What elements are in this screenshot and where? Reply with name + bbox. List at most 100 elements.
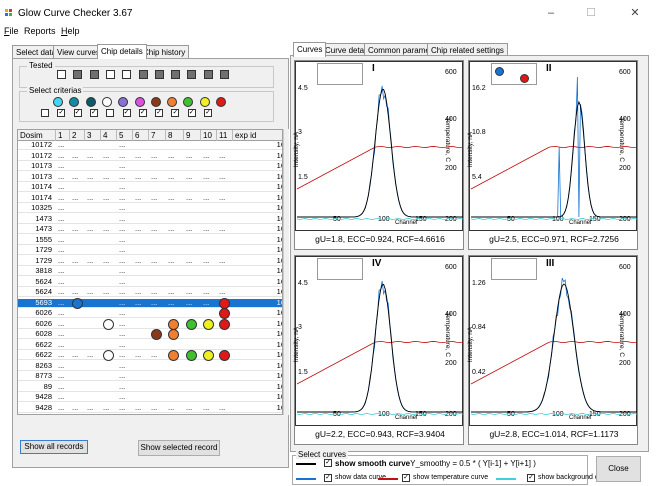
criteria-checkbox[interactable]: ✓ xyxy=(155,109,164,117)
close-window-button[interactable]: ✕ xyxy=(630,7,640,19)
criteria-checkbox[interactable]: ✓ xyxy=(138,109,147,117)
x-axis-label: Channel xyxy=(569,220,592,226)
table-row[interactable]: 8263...... 16 xyxy=(18,362,282,371)
table-cell xyxy=(186,141,201,150)
table-scrollbar[interactable] xyxy=(283,129,289,415)
table-row[interactable]: 1729................................. 16 xyxy=(18,257,282,266)
table-row[interactable]: 10174...... 16 xyxy=(18,183,282,193)
table-row[interactable]: 3818...... 16 xyxy=(18,267,282,277)
criteria-checkbox[interactable]: ✓ xyxy=(171,109,180,117)
table-row[interactable]: 10172...... 16 xyxy=(18,141,282,151)
table-cell: ... xyxy=(119,277,126,286)
tab-chip-related-settings[interactable]: Chip related settings xyxy=(427,43,508,57)
table-row[interactable]: 9428...... 16 xyxy=(18,393,282,403)
table-cell xyxy=(72,236,85,245)
background-curve-checkbox[interactable]: ✓ xyxy=(527,474,535,482)
column-header[interactable]: exp id xyxy=(233,130,282,141)
column-header[interactable]: 1 xyxy=(56,130,70,141)
tested-label: Tested xyxy=(27,61,55,70)
table-row[interactable]: 10325...... 16 xyxy=(18,204,282,214)
table-row[interactable]: 5693..................... 16 xyxy=(18,297,282,309)
tab-chip-details[interactable]: Chip details xyxy=(97,44,147,59)
table-row[interactable]: 5624...... 16 xyxy=(18,277,282,287)
menu-file[interactable]: File xyxy=(4,26,19,36)
table-cell xyxy=(135,362,149,371)
close-button[interactable]: Close xyxy=(596,456,641,482)
tested-square xyxy=(138,70,148,79)
column-header[interactable]: 10 xyxy=(201,130,217,141)
table-cell: 6622 xyxy=(35,340,52,349)
table-cell xyxy=(135,383,149,392)
table-row[interactable]: 8773...... 16 xyxy=(18,372,282,382)
column-header[interactable]: 9 xyxy=(184,130,201,141)
table-row[interactable]: 5624................................. 16 xyxy=(18,288,282,298)
criteria-checkbox[interactable]: ✓ xyxy=(122,109,131,117)
criteria-checkbox[interactable]: ✓ xyxy=(89,109,98,117)
data-curve-checkbox[interactable]: ✓ xyxy=(324,474,332,482)
column-header[interactable]: 8 xyxy=(166,130,184,141)
table-cell: ... xyxy=(58,330,65,338)
status-dot xyxy=(72,297,83,309)
select-curves-label: Select curves xyxy=(296,450,349,459)
table-row[interactable]: 10174................................. 16 xyxy=(18,193,282,203)
table-row[interactable]: 10173...... 16 xyxy=(18,162,282,172)
maximize-button[interactable]: ☐ xyxy=(586,7,596,19)
table-row[interactable]: 6028...... 16 xyxy=(18,329,282,340)
curve-chart[interactable]: III 1.26 0.84 0.42 600 400 200 50 100 150 200 Inten… xyxy=(467,255,638,445)
table-cell xyxy=(186,204,201,213)
table-row[interactable]: 6622...... 16 xyxy=(18,340,282,350)
menu-help[interactable]: Help xyxy=(61,26,80,36)
y-tick-label: 1.5 xyxy=(298,174,308,181)
column-header[interactable]: 5 xyxy=(117,130,133,141)
show-all-records-button[interactable]: Show all records xyxy=(20,440,88,454)
table-cell xyxy=(72,267,85,276)
criteria-checkbox[interactable]: ✓ xyxy=(187,109,196,117)
table-cell xyxy=(72,393,85,402)
table-row[interactable]: 10172................................. 16 xyxy=(18,152,282,161)
column-header[interactable]: 3 xyxy=(85,130,101,141)
table-row[interactable]: 6622.................. 16 xyxy=(18,350,282,361)
table-row[interactable]: 10173................................. 16 xyxy=(18,172,282,182)
table-cell: ... xyxy=(119,393,126,401)
criteria-checkbox[interactable]: ✓ xyxy=(73,109,82,117)
table-row[interactable]: 6026...... 16 xyxy=(18,308,282,319)
table-row[interactable]: 1473...... 16 xyxy=(18,215,282,224)
table-row[interactable]: 1555...... 16 xyxy=(18,236,282,245)
table-cell xyxy=(219,246,233,255)
table-cell xyxy=(219,215,233,224)
tab-curves[interactable]: Curves xyxy=(293,42,327,57)
table-cell: ... xyxy=(219,225,226,233)
table-row[interactable]: 89...... 16 xyxy=(18,383,282,392)
table-cell xyxy=(203,183,217,192)
criteria-checkbox[interactable] xyxy=(106,109,115,117)
table-cell: ... xyxy=(168,193,175,202)
curve-chart[interactable]: IV 4.5 3 1.5 600 400 200 50 100 150 200 Intensity, … xyxy=(293,255,464,445)
criteria-checkbox[interactable]: ✓ xyxy=(204,109,212,117)
show-selected-record-button[interactable]: Show selected record xyxy=(138,440,220,456)
minimize-button[interactable]: – xyxy=(547,7,555,19)
column-header[interactable]: 2 xyxy=(70,130,85,141)
column-header[interactable]: 4 xyxy=(101,130,117,141)
table-row[interactable]: 6026...... 16 xyxy=(18,318,282,330)
table-row[interactable]: 1473................................. 16 xyxy=(18,225,282,235)
column-header[interactable]: 6 xyxy=(133,130,149,141)
table-cell: ... xyxy=(151,172,158,181)
column-header[interactable]: 7 xyxy=(149,130,166,141)
smooth-curve-checkbox[interactable]: ✓ xyxy=(324,459,332,467)
curve-chart[interactable]: I 4.5 3 1.5 600 400 200 50 100 150 200 Intensity, n… xyxy=(293,60,464,250)
column-header[interactable]: Dosim xyxy=(18,130,56,141)
table-cell xyxy=(87,330,101,339)
table-row[interactable]: 1729...... 16 xyxy=(18,246,282,256)
criteria-checkbox[interactable] xyxy=(41,109,49,117)
menu-reports[interactable]: Reports xyxy=(24,26,56,36)
smooth-curve xyxy=(471,100,637,218)
table-row[interactable]: 9428................................. 16 xyxy=(18,403,282,413)
table-cell: 9428 xyxy=(35,403,52,412)
curve-chart[interactable]: II 16.2 10.8 5.4 600 400 200 50 100 150 200 Intensi… xyxy=(467,60,638,250)
temperature-curve-checkbox[interactable]: ✓ xyxy=(402,474,410,482)
table-cell: ... xyxy=(58,141,65,149)
table-cell xyxy=(219,372,233,381)
criteria-checkbox[interactable]: ✓ xyxy=(57,109,66,117)
column-header[interactable]: 11 xyxy=(217,130,233,141)
